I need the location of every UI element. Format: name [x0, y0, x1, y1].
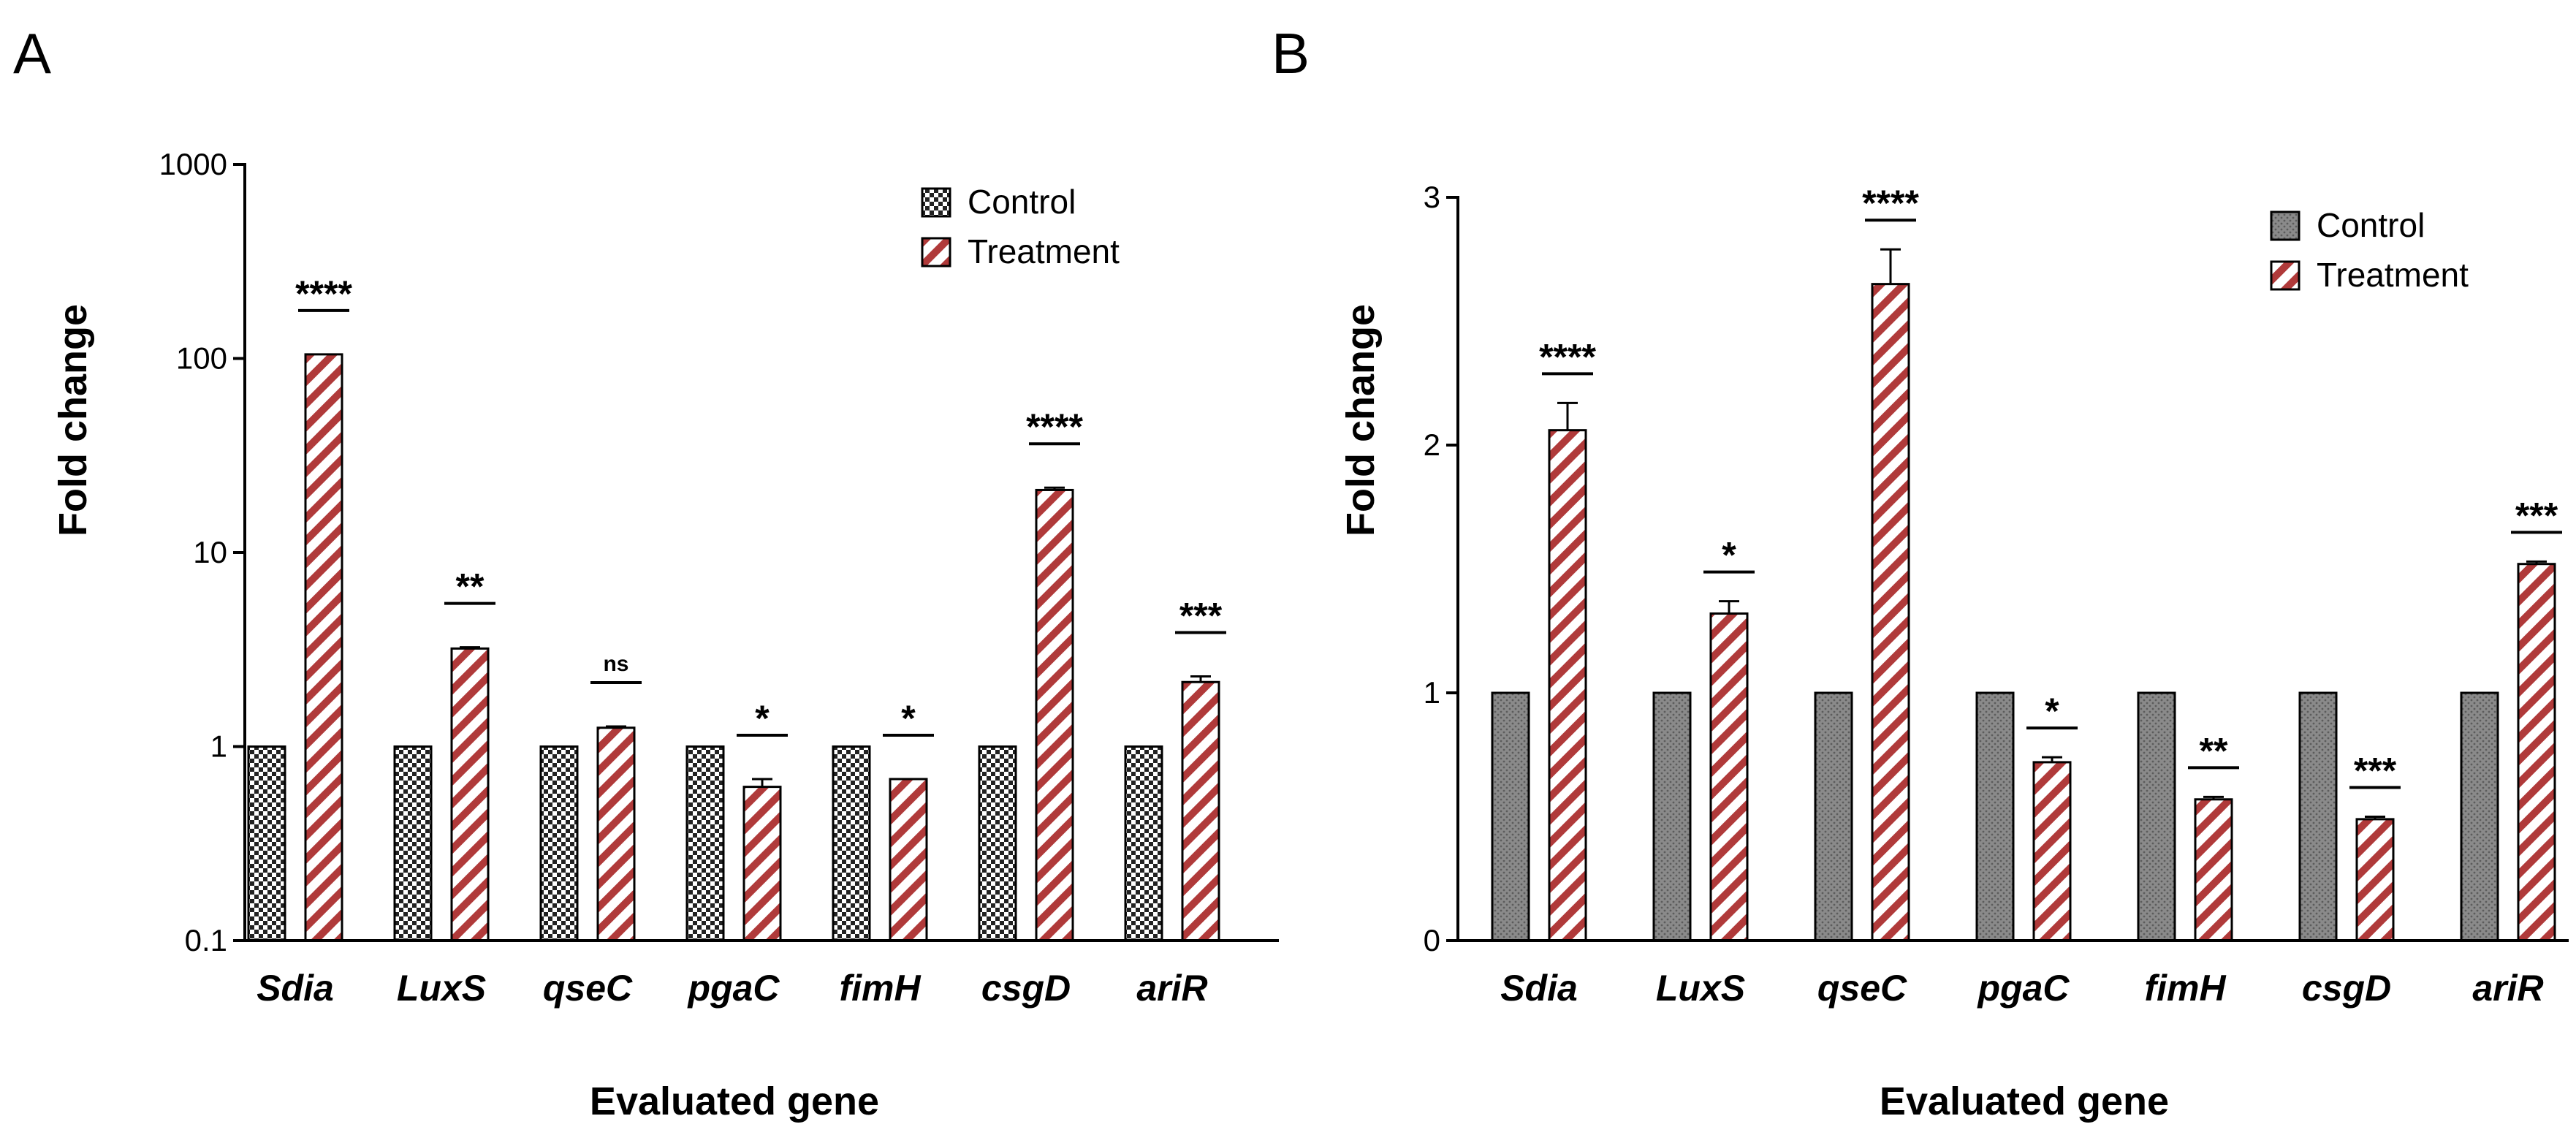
panel-b-sig-label-csgd: ***	[2354, 751, 2397, 792]
panel-a-sig-label-csgd: ****	[1026, 406, 1083, 447]
panel-a-label: A	[13, 21, 51, 86]
panel-b-bar-control-pgac	[1975, 691, 2015, 942]
panel-a-sig-label-sdia: ****	[295, 273, 352, 314]
panel-b-category-label-luxs: LuxS	[1656, 968, 1745, 1009]
panel-b-sig-label-arir: ***	[2515, 495, 2558, 536]
panel-b-bar-control-luxs	[1652, 691, 1692, 942]
panel-b-bar-control-qsec	[1814, 691, 1853, 942]
panel-b-category-label-fimh: fimH	[2144, 968, 2226, 1009]
panel-b-xlabel: Evaluated gene	[1880, 1079, 2169, 1123]
panel-a: A Fold change Evaluated gene ****Sdia**L…	[13, 21, 1279, 1123]
panel-a-category-label-luxs: LuxS	[397, 968, 486, 1009]
panel-b-sig-label-qsec: ****	[1862, 183, 1919, 224]
panel-a-ytick-label-10: 10	[193, 535, 227, 569]
panel-a-bar-treatment-luxs	[450, 647, 490, 942]
panel-b-bar-control-arir	[2460, 691, 2499, 942]
panel-b-legend-swatch-control	[2270, 210, 2300, 241]
panel-a-bar-control-csgd	[978, 745, 1017, 942]
panel-a-bar-control-sdia	[247, 745, 286, 942]
panel-a-bar-control-arir	[1124, 745, 1163, 942]
panel-b-sig-label-sdia: ****	[1539, 336, 1596, 377]
panel-a-sig-label-luxs: **	[456, 566, 485, 607]
panel-b-bar-treatment-csgd	[2355, 818, 2395, 942]
panel-b-bar-treatment-qsec	[1871, 283, 1910, 942]
panel-b-legend-label-control: Control	[2317, 206, 2425, 244]
panel-b-category-label-sdia: Sdia	[1500, 968, 1578, 1009]
panel-b-ytick-label-1: 1	[1424, 675, 1440, 710]
panel-a-category-label-sdia: Sdia	[257, 968, 334, 1009]
panel-b-label: B	[1272, 21, 1310, 86]
panel-b-bar-treatment-arir	[2517, 563, 2556, 942]
panel-a-bar-treatment-qsec	[596, 726, 636, 942]
panel-b-bar-control-sdia	[1491, 691, 1530, 942]
panel-a-bar-treatment-fimh	[889, 778, 928, 942]
panel-b-plot: **** Sdia * LuxS **** qseC * pgaC ** fimH *** csgD *…	[1424, 180, 2569, 1009]
panel-b-bar-treatment-sdia	[1548, 429, 1587, 942]
panel-a-category-label-fimh: fimH	[839, 968, 921, 1009]
panel-b-category-label-qsec: qseC	[1817, 968, 1907, 1009]
panel-a-ytick-label-100: 100	[176, 341, 227, 376]
panel-a-legend-swatch-control	[921, 187, 951, 218]
panel-a-bar-treatment-csgd	[1035, 488, 1074, 942]
panel-a-bar-treatment-pgac	[742, 786, 782, 942]
panel-b: B Fold change Evaluated gene ****Sdia*Lu…	[1272, 21, 2569, 1123]
panel-a-ytick-label-1000: 1000	[159, 147, 227, 181]
panel-a-bar-control-fimh	[832, 745, 871, 942]
panel-b-ytick-label-2: 2	[1424, 428, 1440, 462]
panel-a-sig-label-pgac: *	[755, 698, 770, 739]
panel-b-bar-treatment-luxs	[1709, 612, 1749, 942]
panel-a-ytick-label-1: 1	[210, 729, 227, 764]
panel-a-category-label-pgac: pgaC	[687, 968, 780, 1009]
panel-b-ylabel: Fold change	[1339, 304, 1383, 536]
panel-a-category-label-csgd: csgD	[981, 968, 1071, 1009]
panel-a-bar-treatment-arir	[1181, 680, 1220, 942]
panel-a-category-label-qsec: qseC	[543, 968, 633, 1009]
panel-a-legend-swatch-treatment	[921, 237, 951, 267]
panel-a-ytick-label-0.1: 0.1	[185, 923, 227, 957]
panel-a-bar-treatment-sdia	[304, 353, 343, 942]
panel-b-category-label-csgd: csgD	[2302, 968, 2391, 1009]
panel-a-category-label-arir: ariR	[1136, 968, 1207, 1009]
panel-b-legend-label-treatment: Treatment	[2317, 256, 2469, 294]
panel-b-bar-treatment-pgac	[2032, 761, 2072, 942]
panel-b-bar-control-csgd	[2298, 691, 2338, 942]
panel-a-legend-label-control: Control	[968, 183, 1076, 221]
panel-b-sig-label-luxs: *	[1722, 535, 1736, 576]
panel-b-category-label-pgac: pgaC	[1977, 968, 2070, 1009]
panel-b-bar-treatment-fimh	[2194, 798, 2233, 942]
panel-a-sig-label-arir: ***	[1179, 595, 1223, 636]
panel-b-category-label-arir: ariR	[2472, 968, 2543, 1009]
panel-b-ytick-label-3: 3	[1424, 180, 1440, 214]
panel-b-ytick-label-0: 0	[1424, 923, 1440, 957]
panel-a-bar-control-pgac	[685, 745, 725, 942]
panel-a-xlabel: Evaluated gene	[590, 1079, 879, 1123]
panel-a-sig-label-qsec: ns	[603, 652, 628, 676]
panel-a-plot: **** Sdia ** LuxS ns qseC * pgaC * fimH **** csgD **…	[159, 147, 1279, 1009]
panel-a-ylabel: Fold change	[51, 304, 95, 536]
panel-b-bar-control-fimh	[2137, 691, 2176, 942]
panel-b-legend-swatch-treatment	[2270, 260, 2300, 291]
panel-b-sig-label-pgac: *	[2045, 691, 2059, 732]
panel-a-bar-control-qsec	[539, 745, 579, 942]
panel-b-sig-label-fimh: **	[2200, 730, 2228, 771]
panel-a-bar-control-luxs	[393, 745, 433, 942]
panel-a-legend-label-treatment: Treatment	[968, 232, 1120, 270]
panel-a-sig-label-fimh: *	[901, 698, 916, 739]
